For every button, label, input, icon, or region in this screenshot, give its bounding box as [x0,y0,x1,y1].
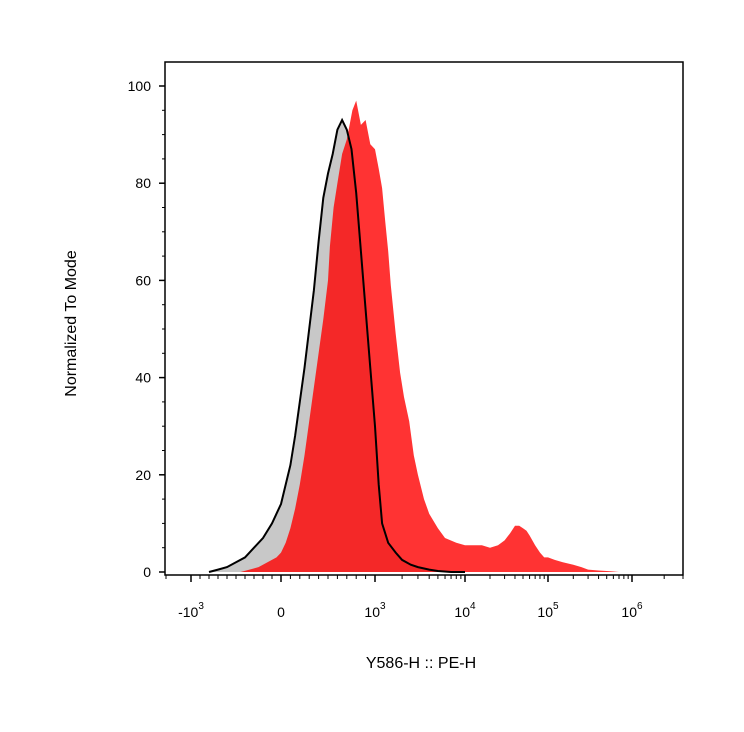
x-tick-label: 106 [621,601,643,620]
x-tick-label: 105 [537,601,559,620]
plot-frame [164,61,684,576]
x-axis: -103 0 103 104 105 106 [165,575,684,620]
x-tick-label: 103 [364,601,386,620]
series-stained-fill [240,100,641,572]
y-tick-label: 0 [143,564,151,580]
y-axis: 0 20 40 60 80 100 [128,78,165,580]
y-tick-label: 80 [135,175,151,191]
series-control-outline [208,117,465,573]
y-tick-label: 60 [135,272,151,288]
y-axis-label: Normalized To Mode [63,250,80,397]
x-tick-label: -103 [178,601,204,620]
y-tick-label: 40 [135,370,151,386]
y-tick-label: 20 [135,467,151,483]
x-tick-label: 104 [454,601,476,620]
x-tick-label: 0 [277,604,285,620]
x-axis-label: Y586-H :: PE-H [366,655,476,672]
series-layer [208,100,641,573]
y-tick-label: 100 [128,78,152,94]
